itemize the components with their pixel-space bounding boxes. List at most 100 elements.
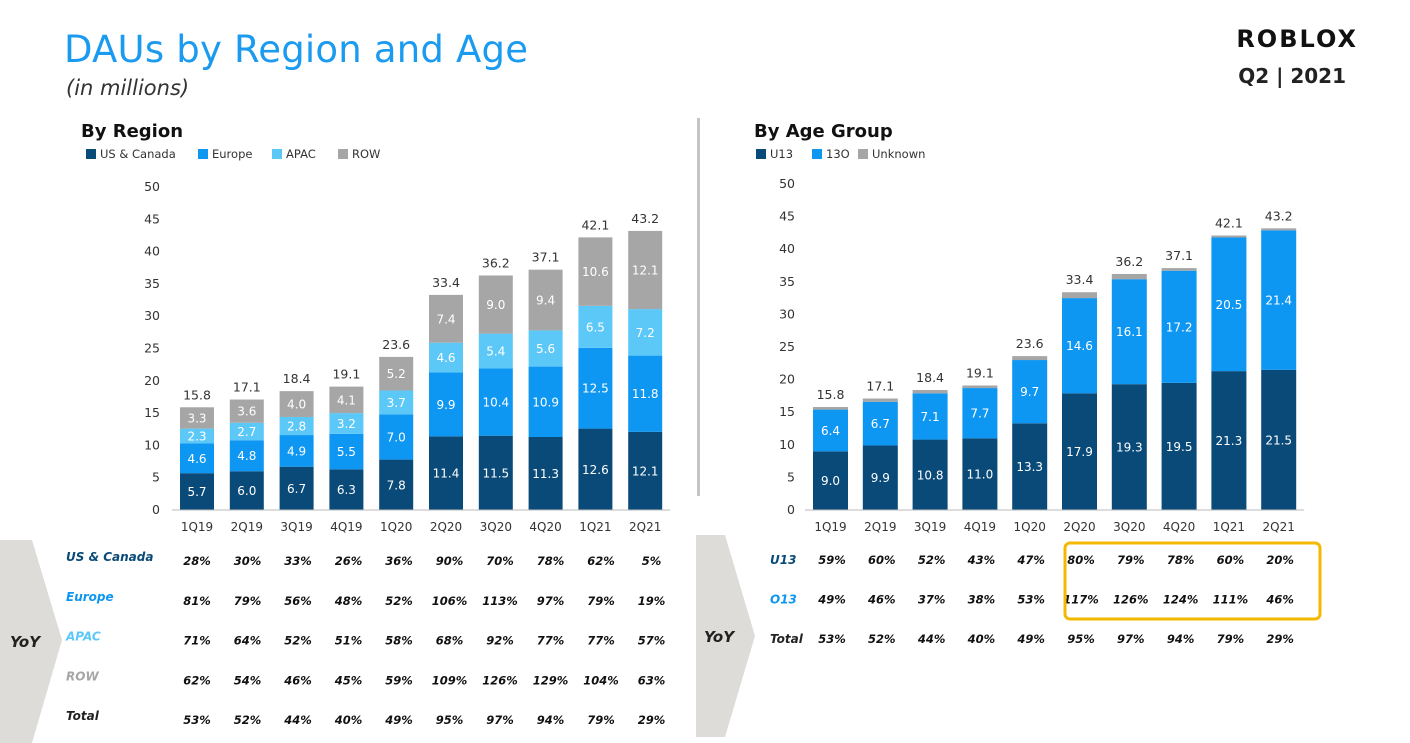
bar-segment xyxy=(912,390,948,394)
bar-segment xyxy=(962,388,998,439)
data-label: 12.6 xyxy=(582,463,609,477)
bar-segment xyxy=(229,422,264,441)
y-tick-label: 40 xyxy=(779,241,795,256)
yoy-cell: 97% xyxy=(1117,632,1145,646)
bar-segment xyxy=(862,401,898,446)
data-label: 11.0 xyxy=(967,468,994,482)
total-label: 19.1 xyxy=(332,367,360,382)
bar-segment xyxy=(813,406,848,410)
bar-segment xyxy=(862,445,898,510)
bar-segment xyxy=(578,305,613,348)
yoy-cell: 129% xyxy=(533,673,569,687)
data-label: 6.7 xyxy=(871,417,890,431)
yoy-cell: 60% xyxy=(868,553,896,567)
yoy-cell: 43% xyxy=(967,553,996,567)
yoy-cell: 49% xyxy=(817,593,846,607)
data-label: 2.8 xyxy=(287,420,306,434)
region-chart: By Region US & Canada Europe APAC ROW 0 5 10 15 2… xyxy=(81,121,671,534)
data-label: 9.9 xyxy=(871,471,890,485)
bar-segment xyxy=(279,416,314,436)
yoy-cell: 30% xyxy=(234,554,262,568)
yoy-cell: 79% xyxy=(587,594,615,608)
yoy-cell: 126% xyxy=(1113,593,1149,607)
bar-segment xyxy=(1161,268,1197,271)
bar-segment xyxy=(229,440,264,472)
period-label: Q2 | 2021 xyxy=(1238,64,1346,88)
data-label: 6.3 xyxy=(337,483,356,497)
bar-segment xyxy=(578,428,613,510)
yoy-cell: 53% xyxy=(183,713,211,727)
yoy-cell: 94% xyxy=(1167,632,1195,646)
y-tick-label: 0 xyxy=(152,502,160,517)
yoy-row-name: O13 xyxy=(770,593,797,607)
data-label: 19.5 xyxy=(1166,440,1193,454)
total-label: 42.1 xyxy=(581,217,609,232)
yoy-cell: 62% xyxy=(587,554,615,568)
bar-segment xyxy=(478,275,513,334)
bar-segment xyxy=(429,294,463,343)
x-tick-label: 2Q21 xyxy=(1263,520,1295,534)
x-tick-label: 1Q20 xyxy=(380,520,412,534)
bar-segment xyxy=(478,368,513,436)
legend-label: U13 xyxy=(770,147,793,161)
x-tick-label: 4Q19 xyxy=(964,520,996,534)
yoy-cell: 80% xyxy=(1067,553,1095,567)
legend-label: APAC xyxy=(286,147,316,161)
legend-label: US & Canada xyxy=(100,147,176,161)
y-tick-label: 25 xyxy=(779,339,795,354)
yoy-row-name: ROW xyxy=(66,669,99,683)
yoy-cell: 126% xyxy=(482,673,518,687)
bar-segment xyxy=(1161,270,1197,383)
yoy-cell: 104% xyxy=(583,673,619,687)
y-tick-label: 35 xyxy=(144,276,160,291)
data-label: 9.0 xyxy=(821,474,840,488)
yoy-cell: 53% xyxy=(818,632,846,646)
x-tick-label: 2Q20 xyxy=(430,520,462,534)
yoy-cell: 49% xyxy=(384,713,413,727)
yoy-cell: 46% xyxy=(1265,593,1294,607)
yoy-cell: 68% xyxy=(436,634,464,648)
bar-segment xyxy=(279,466,314,510)
bar-segment xyxy=(429,342,463,373)
y-tick-label: 50 xyxy=(779,176,795,191)
bar-segment xyxy=(1211,371,1247,510)
yoy-cell: 52% xyxy=(284,634,312,648)
yoy-cell: 33% xyxy=(284,554,312,568)
bar-segment xyxy=(1012,423,1048,510)
data-label: 5.6 xyxy=(536,342,555,356)
yoy-cell: 53% xyxy=(1017,593,1045,607)
data-label: 7.7 xyxy=(970,407,989,421)
data-label: 2.7 xyxy=(237,425,256,439)
bar-segment xyxy=(180,473,214,510)
y-tick-label: 45 xyxy=(144,211,160,226)
bar-segment xyxy=(1261,230,1297,370)
yoy-cell: 90% xyxy=(436,554,464,568)
chart-title: By Region xyxy=(81,121,183,142)
legend-label: Unknown xyxy=(872,147,925,161)
data-label: 10.8 xyxy=(917,468,944,482)
data-label: 14.6 xyxy=(1066,339,1093,353)
yoy-cell: 81% xyxy=(183,594,211,608)
data-label: 9.0 xyxy=(486,298,505,312)
yoy-cell: 79% xyxy=(1217,632,1245,646)
x-tick-label: 2Q20 xyxy=(1063,520,1095,534)
roblox-logo: ROBLOX xyxy=(1236,25,1356,53)
data-label: 13.3 xyxy=(1016,460,1043,474)
page-title: DAUs by Region and Age xyxy=(64,28,529,71)
legend-swatch xyxy=(858,149,868,159)
y-tick-label: 5 xyxy=(787,469,795,484)
data-label: 4.9 xyxy=(287,444,306,458)
bar-segment xyxy=(813,451,848,510)
data-label: 3.6 xyxy=(237,405,256,419)
bar-segment xyxy=(1261,228,1297,231)
data-label: 11.3 xyxy=(532,467,559,481)
yoy-chevron-right xyxy=(696,535,755,737)
yoy-cell: 28% xyxy=(183,554,211,568)
yoy-row-name: Europe xyxy=(66,590,114,604)
data-label: 3.7 xyxy=(387,396,406,410)
total-label: 36.2 xyxy=(1115,254,1143,269)
bar-segment xyxy=(1161,382,1197,510)
yoy-cell: 94% xyxy=(537,713,565,727)
total-label: 43.2 xyxy=(631,211,659,226)
data-label: 12.1 xyxy=(632,264,659,278)
